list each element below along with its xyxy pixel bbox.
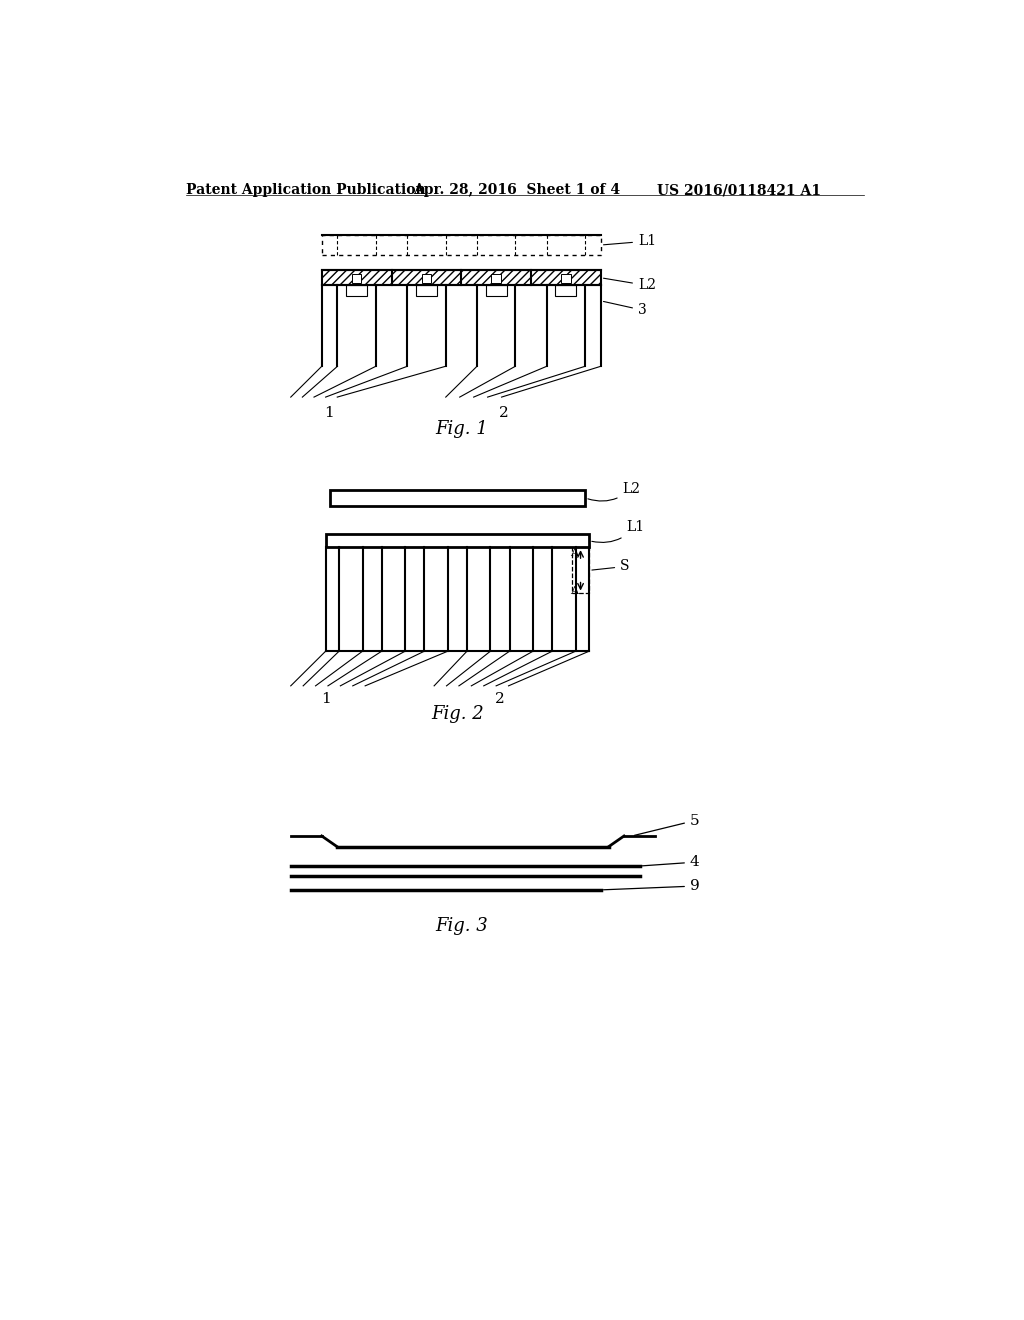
Text: 3: 3 xyxy=(603,301,647,317)
Text: Fig. 1: Fig. 1 xyxy=(435,420,487,438)
Text: 1: 1 xyxy=(321,692,331,706)
Text: Fig. 3: Fig. 3 xyxy=(435,917,487,935)
Bar xyxy=(572,548,589,594)
Text: A: A xyxy=(570,548,579,558)
Text: 9: 9 xyxy=(603,879,699,894)
Bar xyxy=(492,275,501,284)
Bar xyxy=(416,285,437,296)
Bar xyxy=(346,285,368,296)
Bar xyxy=(555,285,577,296)
Bar xyxy=(561,275,570,284)
Bar xyxy=(330,490,586,507)
Bar xyxy=(485,285,507,296)
Text: US 2016/0118421 A1: US 2016/0118421 A1 xyxy=(656,183,820,197)
Text: S: S xyxy=(592,560,630,573)
Bar xyxy=(422,275,431,284)
Text: 1: 1 xyxy=(325,407,335,420)
Text: A: A xyxy=(570,586,579,595)
Text: 2: 2 xyxy=(496,692,505,706)
Text: L2: L2 xyxy=(603,279,656,293)
Bar xyxy=(352,275,361,284)
Text: Fig. 2: Fig. 2 xyxy=(431,705,483,723)
Text: L1: L1 xyxy=(603,234,656,248)
Bar xyxy=(322,235,601,255)
Bar xyxy=(326,535,589,548)
Text: 5: 5 xyxy=(635,813,699,836)
Text: 4: 4 xyxy=(642,855,699,869)
Text: L2: L2 xyxy=(588,482,640,502)
Text: Apr. 28, 2016  Sheet 1 of 4: Apr. 28, 2016 Sheet 1 of 4 xyxy=(414,183,621,197)
Bar xyxy=(322,271,601,285)
Text: Patent Application Publication: Patent Application Publication xyxy=(186,183,426,197)
Text: L1: L1 xyxy=(592,520,644,543)
Text: 2: 2 xyxy=(499,407,509,420)
